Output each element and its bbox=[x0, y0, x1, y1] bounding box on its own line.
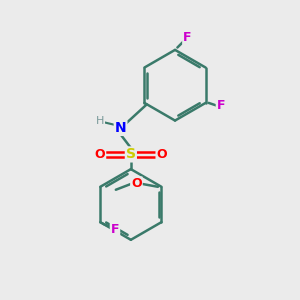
Text: F: F bbox=[217, 99, 225, 112]
Text: O: O bbox=[157, 148, 167, 161]
Text: H: H bbox=[96, 116, 104, 126]
Text: O: O bbox=[131, 177, 142, 190]
Text: F: F bbox=[111, 223, 119, 236]
Text: O: O bbox=[94, 148, 105, 161]
Text: F: F bbox=[183, 31, 192, 44]
Text: S: S bbox=[126, 147, 136, 161]
Text: N: N bbox=[115, 121, 126, 135]
